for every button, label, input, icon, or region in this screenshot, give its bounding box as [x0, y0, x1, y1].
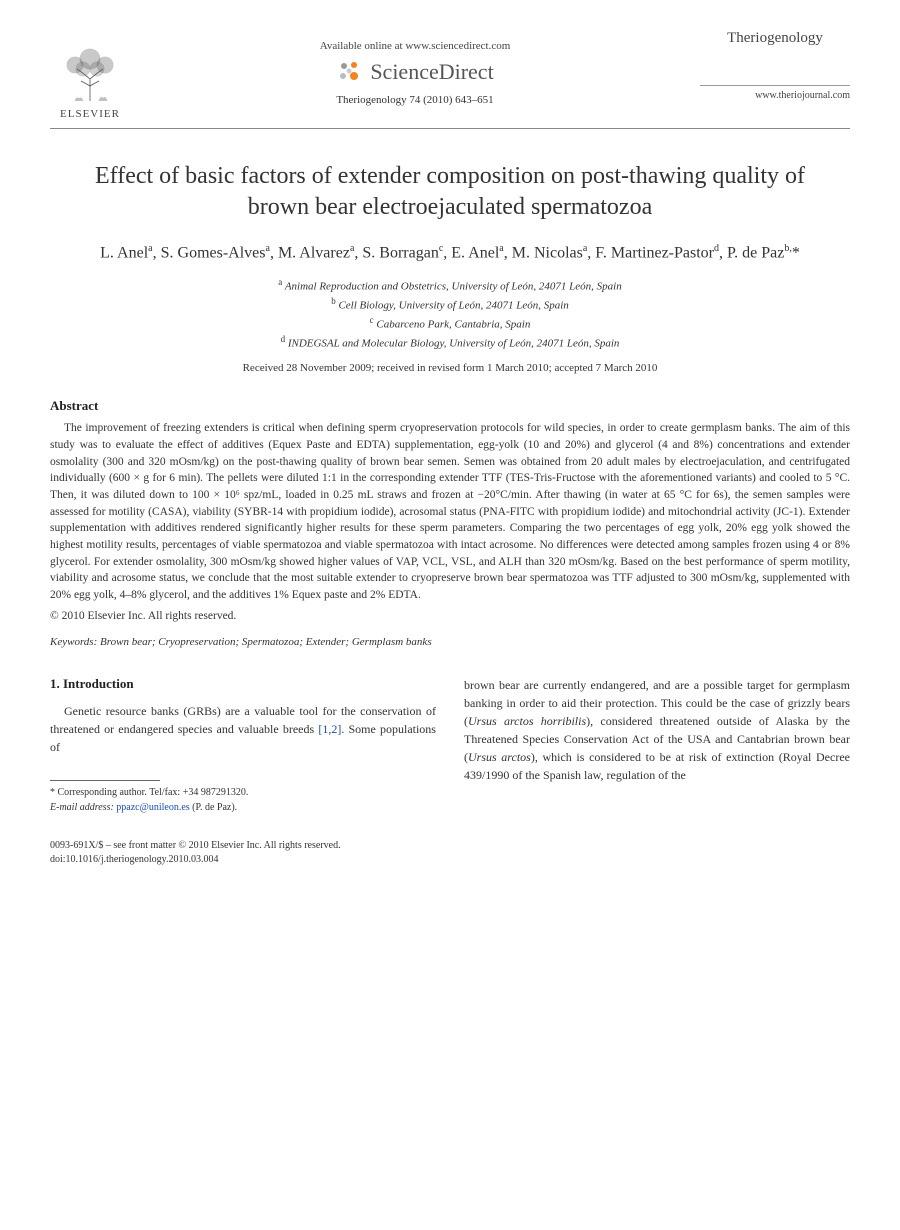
elsevier-tree-icon [55, 41, 125, 106]
keywords-line: Keywords: Brown bear; Cryopreservation; … [50, 636, 850, 648]
sciencedirect-text: ScienceDirect [370, 59, 493, 85]
right-column: brown bear are currently endangered, and… [464, 676, 850, 815]
affiliation-c: c Cabarceno Park, Cantabria, Spain [50, 314, 850, 333]
header-center: Available online at www.sciencedirect.co… [130, 30, 700, 106]
affiliations: a Animal Reproduction and Obstetrics, Un… [50, 276, 850, 353]
footer-front-matter: 0093-691X/$ – see front matter © 2010 El… [50, 839, 850, 853]
elsevier-logo: ELSEVIER [50, 30, 130, 120]
email-name: (P. de Paz). [192, 802, 237, 813]
intro-text-left: Genetic resource banks (GRBs) are a valu… [50, 702, 436, 756]
email-line: E-mail address: ppazc@unileon.es (P. de … [50, 800, 436, 815]
abstract-text: The improvement of freezing extenders is… [50, 420, 850, 603]
article-dates: Received 28 November 2009; received in r… [50, 362, 850, 374]
affiliation-a: a Animal Reproduction and Obstetrics, Un… [50, 276, 850, 295]
keywords-text: Brown bear; Cryopreservation; Spermatozo… [100, 636, 432, 648]
elsevier-label: ELSEVIER [60, 108, 120, 120]
abstract-copyright: © 2010 Elsevier Inc. All rights reserved… [50, 610, 850, 622]
keywords-label: Keywords: [50, 636, 97, 648]
sciencedirect-swirl-icon [336, 58, 364, 86]
article-header: ELSEVIER Available online at www.science… [50, 30, 850, 120]
sciencedirect-logo: ScienceDirect [336, 58, 493, 86]
header-divider [50, 128, 850, 129]
corresponding-author-footnote: * Corresponding author. Tel/fax: +34 987… [50, 785, 436, 815]
journal-url: www.theriojournal.com [700, 90, 850, 101]
intro-text-right: brown bear are currently endangered, and… [464, 676, 850, 784]
two-column-body: 1. Introduction Genetic resource banks (… [50, 676, 850, 815]
available-online-text: Available online at www.sciencedirect.co… [130, 40, 700, 52]
footer-doi: doi:10.1016/j.theriogenology.2010.03.004 [50, 853, 850, 867]
journal-box: Theriogenology www.theriojournal.com [700, 30, 850, 101]
affiliation-b: b Cell Biology, University of León, 2407… [50, 295, 850, 314]
email-address[interactable]: ppazc@unileon.es [116, 802, 189, 813]
footer: 0093-691X/$ – see front matter © 2010 El… [50, 839, 850, 867]
authors-list: L. Anela, S. Gomes-Alvesa, M. Alvareza, … [50, 241, 850, 265]
journal-name: Theriogenology [700, 30, 850, 86]
citation-line: Theriogenology 74 (2010) 643–651 [130, 94, 700, 106]
corresponding-line: * Corresponding author. Tel/fax: +34 987… [50, 785, 436, 800]
introduction-heading: 1. Introduction [50, 676, 436, 692]
abstract-body: The improvement of freezing extenders is… [50, 420, 850, 603]
article-title: Effect of basic factors of extender comp… [70, 161, 830, 223]
left-column: 1. Introduction Genetic resource banks (… [50, 676, 436, 815]
email-label: E-mail address: [50, 802, 114, 813]
intro-paragraph-left: Genetic resource banks (GRBs) are a valu… [50, 702, 436, 756]
abstract-heading: Abstract [50, 398, 850, 414]
affiliation-d: d INDEGSAL and Molecular Biology, Univer… [50, 333, 850, 352]
footnote-divider [50, 780, 160, 781]
